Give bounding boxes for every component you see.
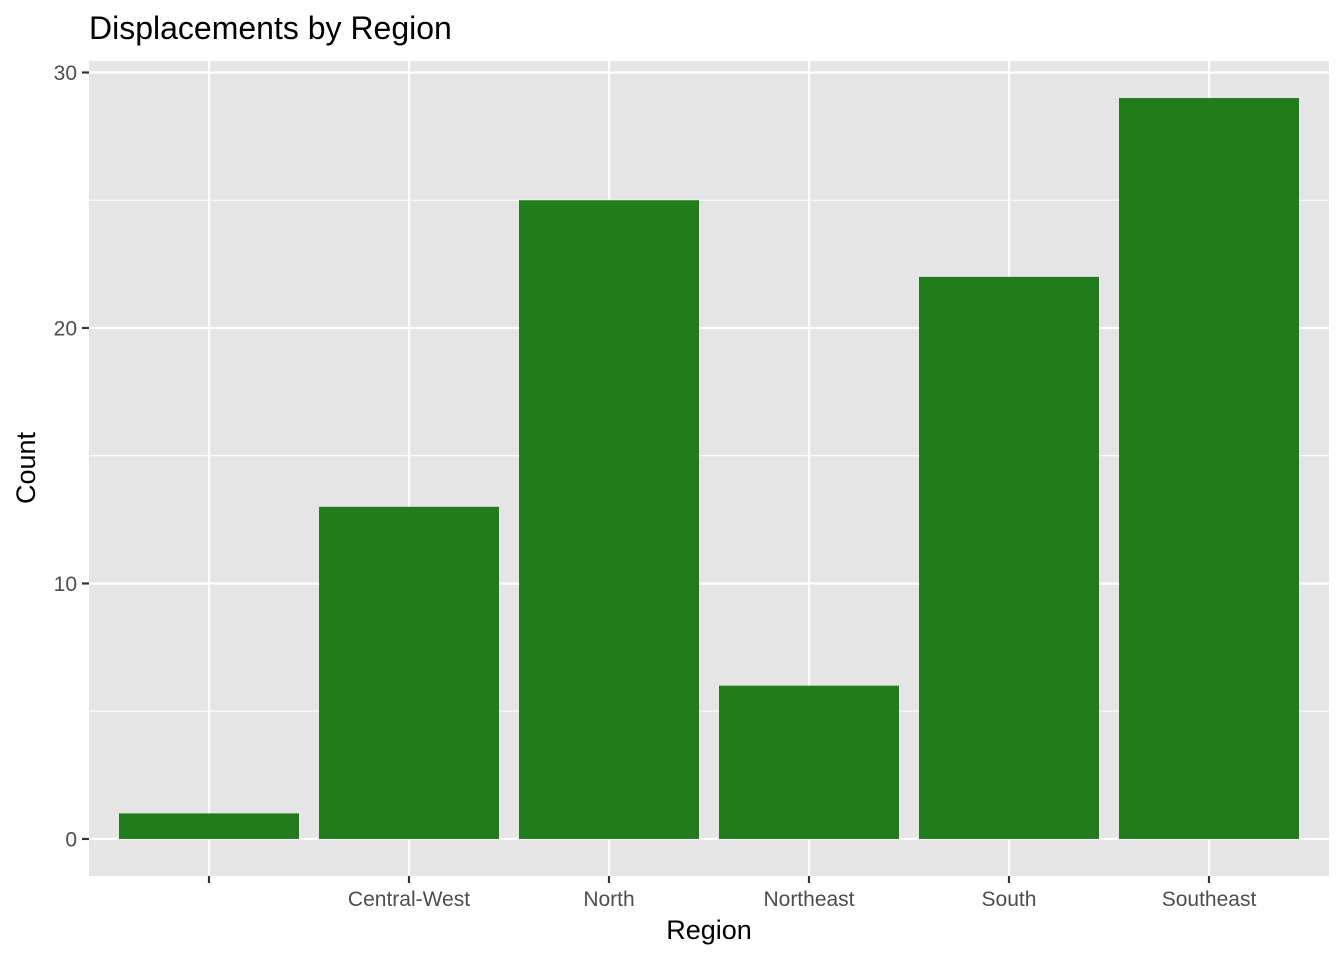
axes: 0 10 20 30 Central-West North Northeast South So…: [54, 62, 1257, 911]
bar: [1119, 98, 1299, 839]
x-tick-label: North: [583, 888, 634, 911]
y-tick-label: 30: [54, 62, 77, 85]
bar: [919, 276, 1099, 839]
bar: [519, 200, 699, 839]
bar: [119, 813, 299, 839]
y-axis-title: Count: [11, 431, 41, 504]
x-tick-label: Central-West: [348, 888, 470, 911]
x-tick-label: Northeast: [763, 888, 854, 911]
x-tick-label: Southeast: [1162, 888, 1257, 911]
bar: [719, 685, 899, 839]
chart-title: Displacements by Region: [89, 10, 452, 46]
x-tick-label: South: [982, 888, 1037, 911]
bars: [119, 98, 1299, 839]
y-tick-label: 20: [54, 317, 77, 340]
x-axis-title: Region: [666, 915, 752, 945]
y-tick-label: 0: [65, 828, 77, 851]
y-tick-label: 10: [54, 573, 77, 596]
bar: [319, 506, 499, 839]
